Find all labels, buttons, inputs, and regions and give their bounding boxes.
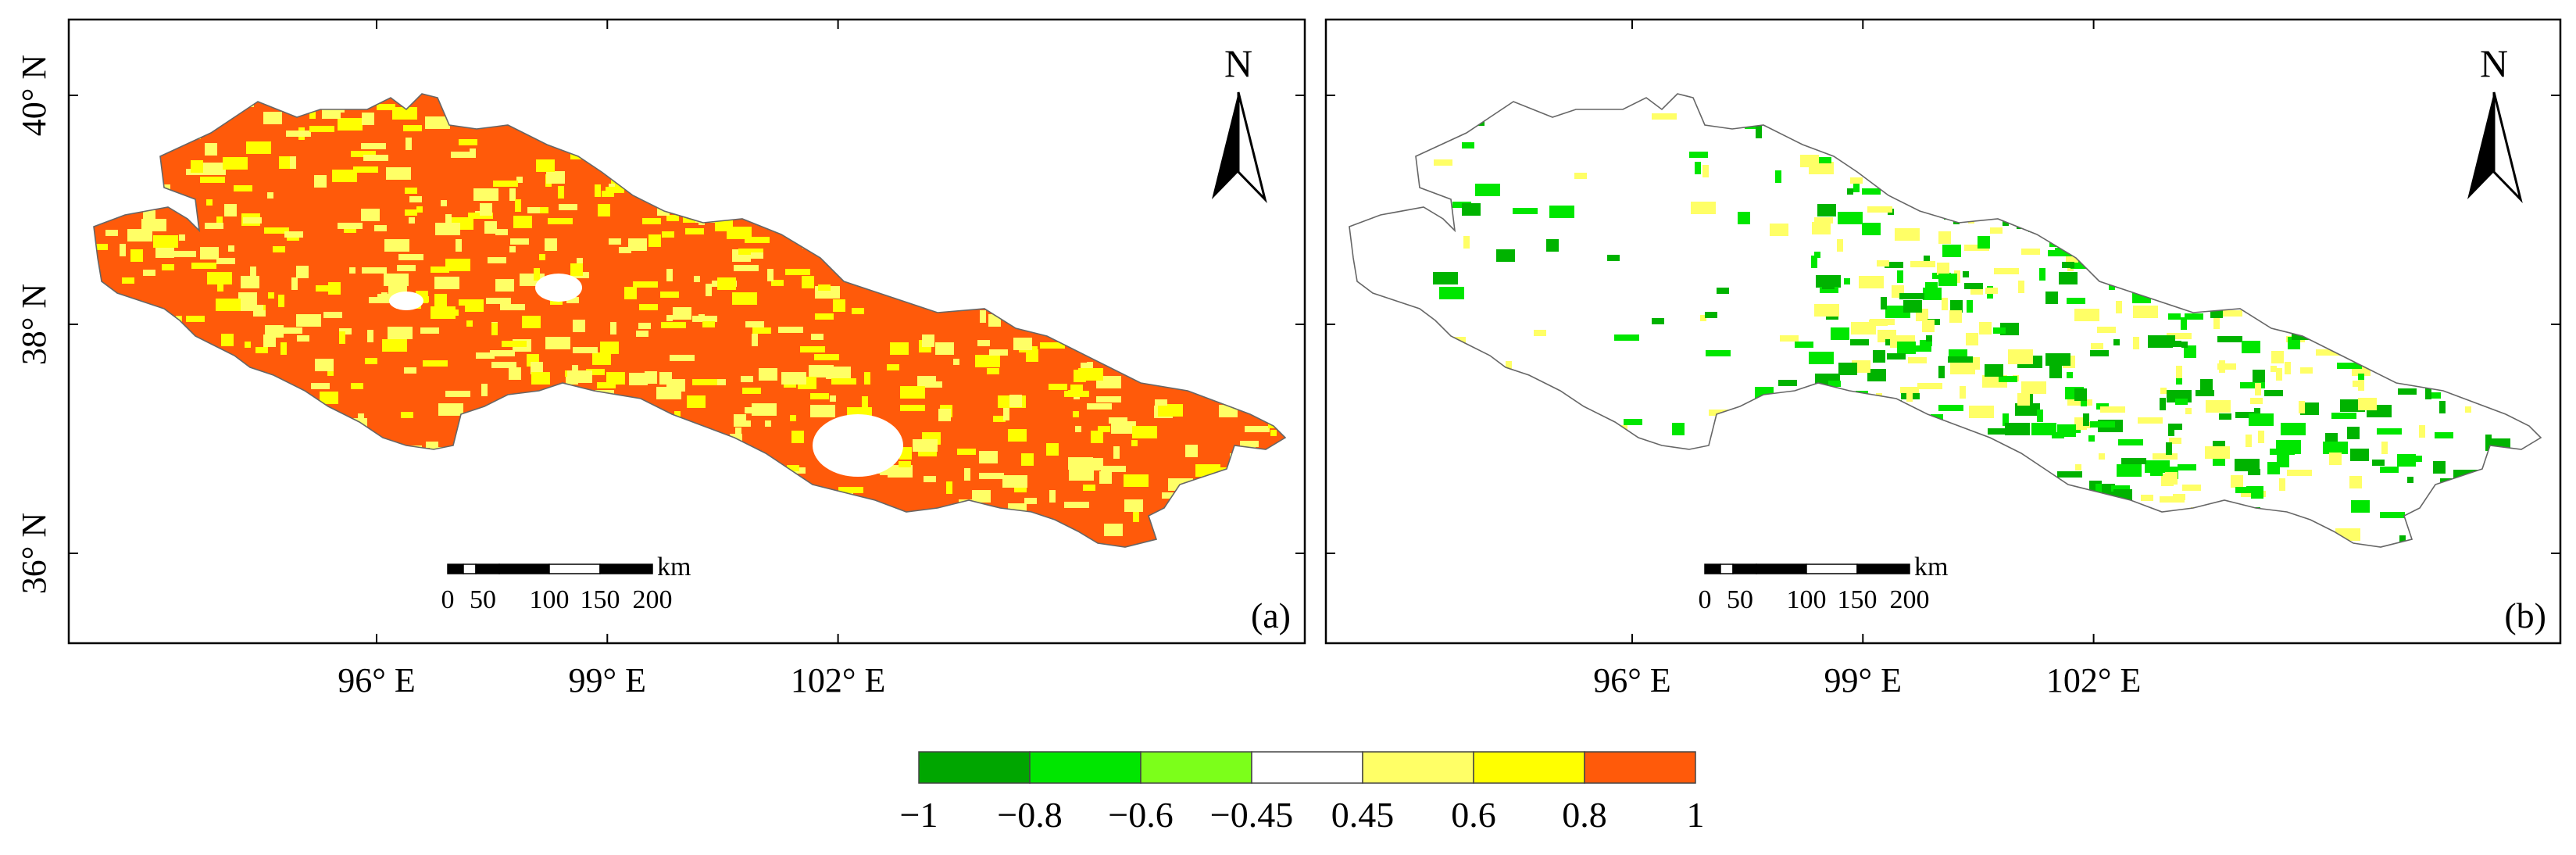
x-tick-label: 99° E: [1824, 661, 1902, 699]
legend-bin: [1473, 751, 1585, 784]
legend-tick-label: 0.45: [1331, 795, 1395, 835]
y-tick-label: 36° N: [15, 513, 53, 594]
legend-tick-label: 0.6: [1451, 795, 1496, 835]
scale-bar: 0 50 100 150 200 km: [441, 553, 691, 614]
scale-unit: km: [1914, 553, 1948, 581]
north-arrow-left: [2467, 92, 2494, 199]
scale-bar: 0 50 100 150 200 km: [1699, 553, 1949, 614]
lake-hole: [389, 292, 423, 310]
scale-tick-label: 150: [1838, 585, 1878, 614]
north-arrow-left: [1212, 92, 1238, 199]
axes: 36° N 38° N 40° N 96° E 99° E 102° E 96° E 99° …: [15, 55, 2141, 699]
north-arrow: N: [1212, 41, 1267, 204]
legend-tick-label: −0.8: [997, 795, 1062, 835]
scale-tick-label: 0: [1699, 585, 1712, 614]
scale-tick-label: 100: [530, 585, 570, 614]
legend-bin: [1362, 751, 1474, 784]
panel-a: N 0 50 100 150 200 km (a): [67, 18, 1306, 645]
scale-tick-label: 0: [441, 585, 455, 614]
panel-label: (a): [1251, 596, 1291, 635]
x-tick-label: 96° E: [338, 661, 415, 699]
panel-b: N 0 50 100 150 200 km (b): [1324, 18, 2562, 645]
north-arrow-right: [1237, 91, 1267, 204]
north-arrow: N: [2467, 41, 2523, 204]
legend-tick-label: −0.6: [1108, 795, 1173, 835]
x-tick-label: 99° E: [569, 661, 646, 699]
legend-bin: [1140, 751, 1252, 784]
legend-bin: [1029, 751, 1142, 784]
legend-bin: [918, 751, 1031, 784]
north-label: N: [1224, 41, 1252, 85]
scale-tick-label: 100: [1787, 585, 1827, 614]
legend-tick-label: 1: [1687, 795, 1705, 835]
color-legend: −1 −0.8 −0.6 −0.45 0.45 0.6 0.8 1: [900, 751, 1705, 835]
panel-label: (b): [2504, 596, 2546, 635]
y-tick-label: 38° N: [15, 284, 53, 365]
scale-tick-label: 200: [633, 585, 673, 614]
legend-tick-label: −1: [900, 795, 938, 835]
lake-hole: [813, 414, 903, 477]
legend-tick-label: 0.8: [1562, 795, 1607, 835]
scale-tick-label: 200: [1890, 585, 1930, 614]
scale-tick-label: 150: [581, 585, 620, 614]
scale-unit: km: [657, 553, 691, 581]
lake-hole: [535, 274, 582, 302]
legend-bin: [1584, 751, 1696, 784]
legend-tick-label: −0.45: [1210, 795, 1293, 835]
y-tick-label: 40° N: [15, 55, 53, 136]
x-tick-label: 102° E: [2046, 661, 2141, 699]
legend-bin: [1251, 751, 1363, 784]
scale-tick-label: 50: [470, 585, 496, 614]
north-label: N: [2480, 41, 2508, 85]
x-tick-label: 96° E: [1593, 661, 1670, 699]
north-arrow-right: [2492, 91, 2523, 204]
x-tick-label: 102° E: [791, 661, 885, 699]
scale-tick-label: 50: [1727, 585, 1753, 614]
